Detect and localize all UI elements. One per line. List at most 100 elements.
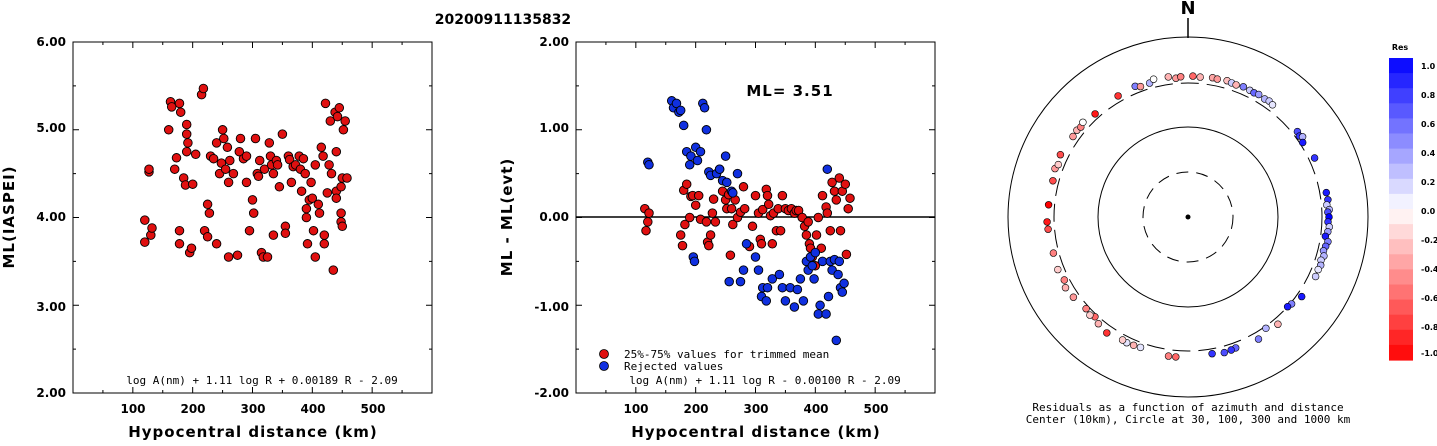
azimuth-points [1043, 72, 1334, 361]
chart1-point-series0 [254, 155, 265, 166]
chart2-point-series0 [827, 177, 837, 188]
chart1-xtick: 400 [300, 402, 325, 416]
chart2-point-series1 [792, 284, 803, 295]
chart1-point-series0 [268, 230, 279, 240]
azimuth-point [1094, 320, 1103, 328]
chart1-point-series0 [174, 225, 185, 236]
chart1-xlabel: Hypocentral distance (km) [128, 423, 378, 441]
azimuth-point [1082, 305, 1090, 313]
chart1-ytick: 3.00 [36, 300, 66, 314]
chart1-point-series0 [332, 111, 343, 122]
azimuth-point [1044, 201, 1053, 209]
colorbar-cell [1389, 133, 1413, 150]
chart1-ytick: 6.00 [36, 35, 66, 49]
azimuth-point [1254, 335, 1263, 343]
chart1-point-series0 [277, 129, 288, 139]
ml-iaspei-chart: 6.00 5.00 4.00 3.00 2.00 100 200 300 400… [0, 35, 433, 441]
azimuth-point [1054, 160, 1063, 169]
chart2-xtick: 500 [863, 402, 888, 416]
chart2-point-series0 [675, 230, 686, 240]
chart2-point-series1 [720, 151, 731, 161]
chart2-point-series0 [693, 190, 704, 201]
chart1-point-series0 [301, 212, 312, 223]
chart2-point-series1 [821, 309, 831, 319]
chart2-point-series0 [841, 249, 852, 260]
ring-30km [1142, 171, 1234, 263]
chart2-point-series1 [833, 269, 843, 280]
azimuth-point [1189, 72, 1197, 80]
chart1-point-series0 [181, 146, 192, 157]
chart2-point-series1 [735, 276, 746, 287]
chart2-point-series0 [825, 225, 836, 236]
azimuth-point [1103, 329, 1111, 337]
azimuth-point [1069, 132, 1077, 141]
azimuth-caption-line2: Center (10km), Circle at 30, 100, 300 an… [1026, 413, 1351, 426]
chart2-point-series0 [677, 240, 688, 251]
chart1-point-series0 [186, 243, 197, 253]
chart2-point-series1 [699, 103, 710, 113]
azimuth-point [1208, 350, 1216, 358]
chart2-point-series0 [705, 230, 716, 240]
chart2-ytick: -1.00 [534, 300, 569, 314]
chart1-point-series0 [338, 125, 349, 135]
azimuth-point [1060, 276, 1069, 284]
chart1-point-series0 [219, 133, 229, 144]
azimuth-point [1118, 336, 1127, 344]
chart1-point-series0 [342, 173, 352, 183]
chart1-point-series0 [334, 103, 345, 113]
chart1-point-series0 [313, 199, 324, 210]
chart1-point-series0 [225, 155, 235, 166]
chart2-point-series0 [750, 190, 761, 201]
colorbar-cell [1389, 224, 1413, 240]
chart1-point-series0 [286, 177, 297, 188]
chart1-points [140, 83, 352, 275]
chart2-point-series0 [817, 190, 828, 201]
chart1-formula: log A(nm) + 1.11 log R + 0.00189 R - 2.0… [126, 374, 398, 387]
azimuth-point [1239, 83, 1248, 91]
chart1-point-series0 [222, 142, 233, 153]
chart2-point-series1 [675, 105, 686, 116]
chart2-ytick: 1.00 [539, 121, 569, 135]
chart2-point-series1 [686, 151, 696, 161]
chart1-point-series0 [174, 239, 185, 249]
chart1-point-series0 [198, 83, 209, 94]
chart1-ylabel: ML(IASPEI) [0, 165, 18, 268]
chart2-point-series1 [732, 168, 743, 179]
chart1-point-series0 [244, 225, 255, 236]
azimuth-point [1310, 154, 1319, 162]
chart2-point-series0 [725, 250, 736, 260]
chart2-point-series1 [780, 296, 791, 306]
chart1-point-series0 [247, 195, 258, 205]
legend-label-trimmed: 25%-75% values for trimmed mean [624, 348, 829, 361]
chart1-point-series0 [280, 228, 291, 239]
colorbar-cell [1389, 314, 1413, 331]
chart1-point-series0 [250, 133, 261, 144]
chart1-point-series0 [223, 252, 234, 262]
chart2-point-series1 [728, 188, 738, 198]
chart2-point-series0 [726, 203, 737, 214]
chart2-point-series1 [789, 302, 800, 312]
azimuth-point [1283, 303, 1292, 311]
colorbar-cell [1389, 209, 1413, 225]
colorbar-tick: -1.0 [1421, 349, 1437, 358]
chart2-point-series1 [823, 291, 834, 302]
colorbar-tick: -0.2 [1421, 236, 1437, 245]
colorbar-cell [1389, 103, 1413, 119]
chart2-point-series1 [809, 274, 819, 284]
chart1-point-series0 [326, 168, 337, 179]
chart2-point-series1 [810, 247, 821, 258]
azimuth-point [1268, 101, 1277, 109]
azimuth-point [1056, 151, 1065, 159]
azimuth-point [1274, 320, 1282, 328]
chart1-xtick: 200 [180, 402, 205, 416]
colorbar-cell [1389, 193, 1413, 210]
chart2-point-series0 [757, 204, 768, 215]
chart1-ytick: 2.00 [36, 386, 66, 400]
chart2-point-series0 [843, 203, 853, 214]
colorbar-tick: -0.8 [1421, 323, 1437, 332]
colorbar-cell [1389, 299, 1413, 316]
azimuth-point [1069, 293, 1078, 301]
colorbar-tick: 0.6 [1421, 120, 1436, 129]
chart2-point-series0 [708, 194, 719, 204]
chart1-point-series0 [319, 239, 330, 249]
